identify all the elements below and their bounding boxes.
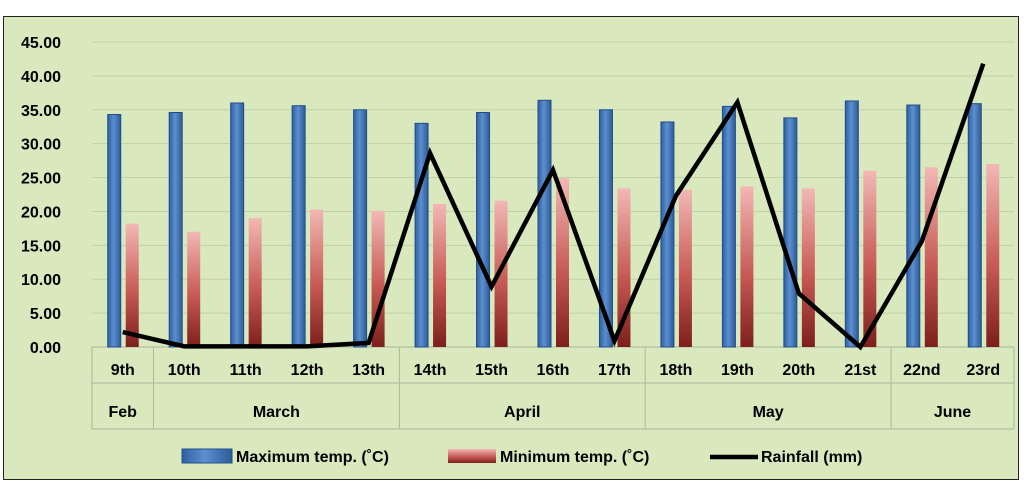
y-tick-label: 35.00 [21,103,61,120]
bar-min-temp [740,186,754,347]
bar-min-temp [248,218,262,347]
bar-max-temp [230,102,245,348]
y-tick-label: 25.00 [21,171,61,188]
x-tick-label: 22nd [903,362,940,379]
x-tick-label: 11th [230,362,262,379]
bar-max-temp [476,111,491,348]
bar-min-temp [494,200,508,347]
y-tick-label: 40.00 [21,69,61,86]
bar-max-temp [660,121,675,348]
legend-item-min-temp: Minimum temp. (˚C) [448,449,649,466]
x-tick-label: 17th [598,362,631,379]
x-tick-label: 16th [537,362,570,379]
combo-chart: 0.00 5.00 10.00 15.00 20.00 25.00 30.00 35.00 40… [21,35,1015,466]
bar-max-temp [844,100,859,348]
bar-min-temp [125,223,139,347]
group-label: May [753,404,784,421]
group-label: April [504,404,540,421]
y-tick-label: 10.00 [21,272,61,289]
y-tick-label: 15.00 [21,238,61,255]
bar-max-temp [537,99,552,348]
x-tick-label: 9th [111,362,135,379]
x-tick-label: 18th [659,362,692,379]
group-label: Feb [109,404,138,421]
legend-label-min-temp: Minimum temp. (˚C) [500,449,649,466]
y-tick-label: 45.00 [21,35,61,52]
legend-swatch-min-temp [448,449,496,463]
bar-max-temp [353,109,368,348]
x-tick-label: 12th [291,362,324,379]
x-tick-label: 21st [844,362,877,379]
legend-item-rainfall: Rainfall (mm) [710,449,862,466]
y-tick-label: 20.00 [21,204,61,221]
bar-min-temp [678,189,692,347]
group-label: March [253,404,300,421]
bar-min-temp [310,209,324,347]
bar-max-temp [967,103,982,348]
bar-max-temp [721,105,736,348]
bar-min-temp [556,178,569,347]
bar-max-temp [598,109,613,348]
x-tick-label: 19th [721,362,754,379]
bar-min-temp [371,210,385,347]
y-tick-label: 30.00 [21,137,61,154]
bar-max-temp [291,105,306,348]
bar-max-temp [168,111,183,348]
y-tick-label: 5.00 [30,306,61,323]
chart-area: 0.00 5.00 10.00 15.00 20.00 25.00 30.00 35.00 40… [3,16,1019,480]
x-tick-label: 20th [782,362,815,379]
x-tick-label: 15th [475,362,508,379]
bar-max-temp [906,104,921,348]
legend-item-max-temp: Maximum temp. (˚C) [181,448,389,466]
x-tick-label: 14th [414,362,447,379]
bar-max-temp [107,114,122,348]
bar-min-temp [801,188,815,347]
bar-min-temp [187,231,201,347]
rainfall-line [122,62,986,351]
bar-min-temp [986,164,1000,347]
bar-min-temp [433,203,447,347]
bar-max-temp [414,122,429,348]
bar-max-temp [783,117,798,348]
bar-min-temp [924,167,938,347]
x-tick-label: 10th [168,362,201,379]
y-tick-label: 0.00 [30,340,61,357]
group-label: June [934,404,971,421]
x-tick-label: 13th [352,362,385,379]
legend-label-max-temp: Maximum temp. (˚C) [236,449,389,466]
x-tick-label: 23rd [966,362,1000,379]
legend-label-rainfall: Rainfall (mm) [761,449,862,466]
bar-min-temp [863,170,877,347]
legend-swatch-max-temp [181,448,233,464]
